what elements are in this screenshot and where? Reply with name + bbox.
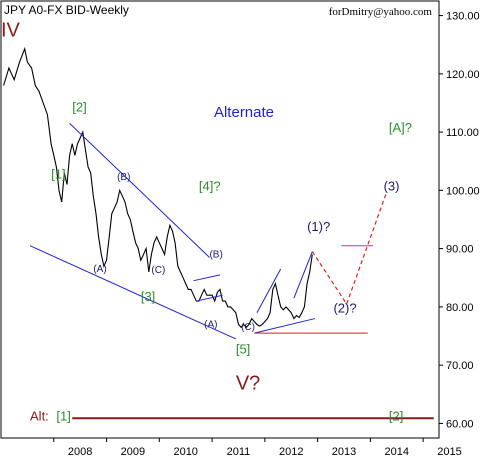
y-tick-label: 100.00 [446, 185, 480, 197]
wave-label: V? [236, 373, 260, 395]
wave-label: (A) [93, 264, 106, 275]
plot-area [0, 0, 440, 439]
wave-label: (B) [209, 249, 222, 260]
x-tick-label: 2015 [437, 446, 461, 458]
wave-label: [1] [51, 167, 65, 182]
wave-label: (3) [384, 178, 400, 193]
x-tick-label: 2010 [173, 446, 197, 458]
axes: 60.00 70.00 80.00 90.00 100.00 110.00 120.00 13… [53, 11, 480, 458]
x-tick-label: 2009 [121, 446, 145, 458]
x-tick-label: 2014 [385, 446, 409, 458]
wave-label: [5] [236, 342, 250, 357]
trendline [193, 274, 221, 282]
wave-label: Alt: [30, 409, 49, 424]
y-tick-label: 80.00 [446, 302, 474, 314]
wave-label: [2] [389, 409, 403, 424]
wave-label: (A) [204, 319, 217, 330]
chart-marks [3, 46, 434, 420]
x-tick-label: 2011 [227, 446, 251, 458]
y-tick-label: 60.00 [446, 418, 474, 430]
wave-label: [A]? [389, 120, 412, 135]
wave-label: IV [1, 20, 21, 42]
price-series-line [3, 46, 313, 329]
wave-label: [1] [56, 409, 70, 424]
trendline [196, 294, 223, 302]
wave-label: (2)? [333, 301, 356, 316]
wave-label: (1)? [307, 219, 330, 234]
wave-label: [3] [141, 289, 155, 304]
projection-path [311, 193, 387, 306]
x-tick-label: 2013 [332, 446, 356, 458]
wave-label: (C) [241, 322, 255, 333]
chart-subtitle: Alternate [214, 104, 274, 121]
wave-label: [2] [72, 100, 86, 115]
wave-label: (B) [117, 172, 130, 183]
x-tick-label: 2008 [68, 446, 92, 458]
y-tick-label: 70.00 [446, 360, 474, 372]
y-tick-label: 90.00 [446, 244, 474, 256]
wave-label: [4]? [199, 178, 221, 193]
trendline [293, 251, 313, 299]
wave-label: (C) [151, 265, 165, 276]
y-tick-label: 120.00 [446, 69, 480, 81]
wave-labels: IV [1] [2] [3] [4]? [5] V? [A]? (A) (B) (C) (A) (B) (… [1, 20, 412, 424]
trendline [254, 318, 316, 334]
trendline [29, 245, 237, 340]
x-tick-label: 2012 [279, 446, 303, 458]
trendline [256, 268, 282, 313]
y-tick-label: 130.00 [446, 11, 480, 23]
chart-credit: forDmitry@yahoo.com [329, 6, 433, 18]
chart-title: JPY A0-FX BID-Weekly [4, 3, 129, 17]
trendline [69, 122, 210, 258]
y-tick-label: 110.00 [446, 127, 479, 139]
